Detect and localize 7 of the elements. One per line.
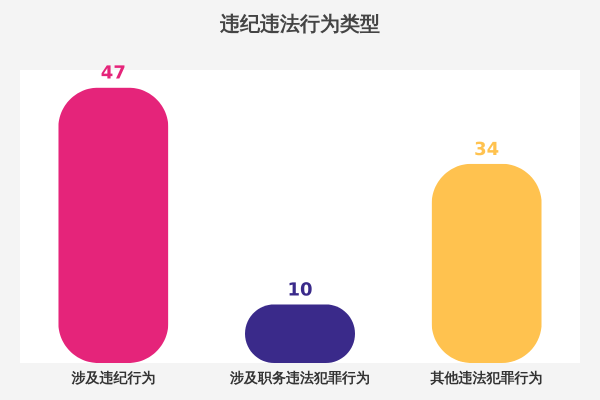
x-tick-label: 其他违法犯罪行为 xyxy=(430,370,543,386)
data-label: 34 xyxy=(474,138,500,160)
chart-title: 违纪违法行为类型 xyxy=(219,12,380,36)
x-tick-label: 涉及职务违法犯罪行为 xyxy=(229,370,370,386)
data-label: 47 xyxy=(100,62,126,84)
data-label: 10 xyxy=(287,279,313,300)
x-tick-label: 涉及违纪行为 xyxy=(70,370,156,386)
